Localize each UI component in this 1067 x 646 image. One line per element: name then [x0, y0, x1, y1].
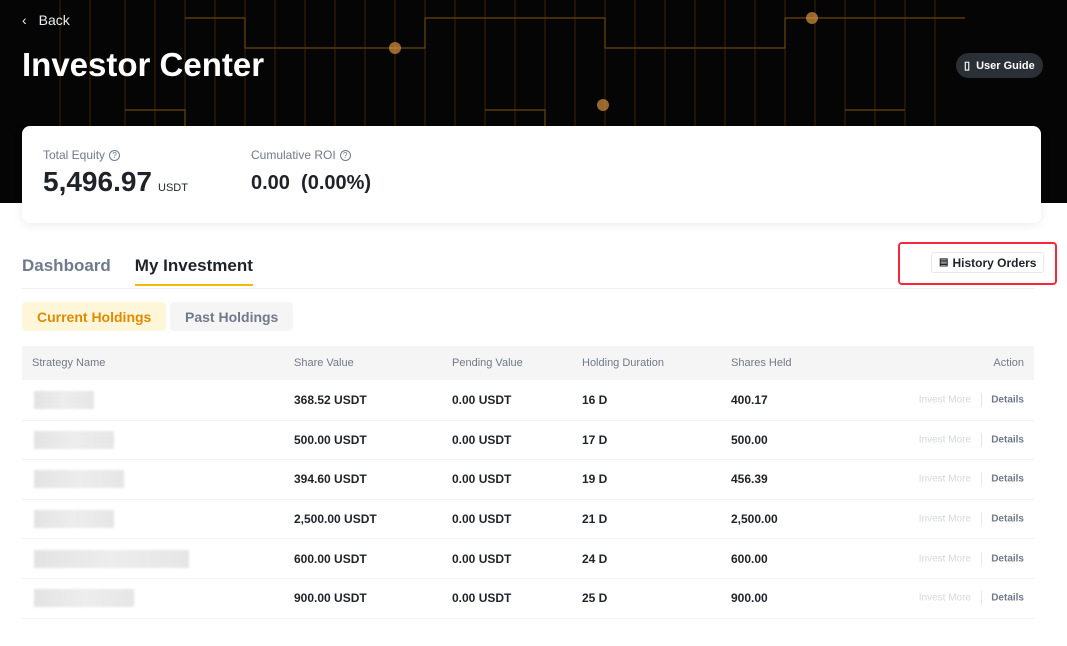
table-header: Strategy Name Share Value Pending Value …: [22, 346, 1034, 380]
summary-card: Total Equity? 5,496.97 USDT Cumulative RO…: [22, 126, 1041, 223]
share-value: 368.52 USDT: [294, 393, 367, 408]
glow-dot: [597, 99, 609, 111]
divider: [981, 591, 982, 606]
total-equity-unit: USDT: [158, 182, 188, 194]
total-equity: Total Equity? 5,496.97 USDT: [43, 148, 188, 198]
details-button[interactable]: Details: [991, 473, 1024, 485]
strategy-name-redacted: [34, 549, 189, 568]
details-button[interactable]: Details: [991, 553, 1024, 565]
invest-more-button[interactable]: Invest More: [918, 434, 971, 446]
invest-more-button[interactable]: Invest More: [918, 473, 971, 485]
col-shares-held: Shares Held: [731, 357, 792, 369]
table-row: 600.00 USDT 0.00 USDT 24 D 600.00 Invest…: [22, 539, 1034, 579]
tab-dashboard[interactable]: Dashboard: [22, 256, 111, 275]
table-row: 500.00 USDT 0.00 USDT 17 D 500.00 Invest…: [22, 421, 1034, 461]
shares-held: 500.00: [731, 432, 768, 447]
roi-value: 0.00 (0.00%): [251, 172, 372, 194]
details-button[interactable]: Details: [991, 434, 1024, 446]
circuit-background: [59, 0, 965, 203]
strategy-name-redacted: [34, 430, 114, 449]
table-row: 394.60 USDT 0.00 USDT 19 D 456.39 Invest…: [22, 460, 1034, 500]
details-button[interactable]: Details: [991, 592, 1024, 604]
total-equity-label: Total Equity: [43, 148, 106, 162]
subtab-current-holdings[interactable]: Current Holdings: [22, 302, 167, 331]
pending-value: 0.00 USDT: [452, 591, 512, 606]
invest-more-button[interactable]: Invest More: [918, 513, 971, 525]
share-value: 394.60 USDT: [294, 472, 367, 487]
details-button[interactable]: Details: [991, 513, 1024, 525]
divider: [22, 288, 1034, 289]
holding-duration: 19 D: [582, 472, 608, 487]
divider: [981, 393, 982, 408]
cumulative-roi: Cumulative ROI? 0.00 (0.00%): [251, 148, 371, 195]
glow-dot: [389, 42, 401, 54]
share-value: 2,500.00 USDT: [294, 512, 377, 527]
holding-duration: 21 D: [582, 512, 608, 527]
col-action: Action: [993, 357, 1024, 369]
strategy-name-redacted: [34, 589, 134, 608]
chevron-left-icon: ‹: [22, 12, 27, 28]
help-icon[interactable]: ?: [339, 149, 351, 161]
col-holding-duration: Holding Duration: [582, 357, 664, 369]
shares-held: 456.39: [731, 472, 768, 487]
main-tabs: Dashboard My Investment: [22, 256, 253, 286]
pending-value: 0.00 USDT: [452, 472, 512, 487]
divider: [981, 512, 982, 527]
glow-dot: [806, 12, 818, 24]
divider: [981, 551, 982, 566]
invest-more-button[interactable]: Invest More: [918, 394, 971, 406]
user-guide-button[interactable]: ▯ User Guide: [956, 53, 1043, 78]
holding-duration: 25 D: [582, 591, 608, 606]
highlight-box: [898, 242, 1057, 285]
tab-my-investment[interactable]: My Investment: [134, 256, 253, 286]
pending-value: 0.00 USDT: [452, 551, 512, 566]
holding-duration: 16 D: [582, 393, 608, 408]
pending-value: 0.00 USDT: [452, 512, 512, 527]
page-title: Investor Center: [22, 46, 265, 83]
back-button[interactable]: ‹ Back: [22, 12, 70, 28]
shares-held: 900.00: [731, 591, 768, 606]
pending-value: 0.00 USDT: [452, 393, 512, 408]
col-strategy-name: Strategy Name: [32, 357, 106, 369]
holding-duration: 17 D: [582, 432, 608, 447]
share-value: 900.00 USDT: [294, 591, 367, 606]
col-share-value: Share Value: [294, 357, 354, 369]
document-icon: ▤: [939, 257, 949, 268]
total-equity-value: 5,496.97: [43, 166, 152, 197]
strategy-name-redacted: [34, 510, 114, 529]
shares-held: 2,500.00: [731, 512, 778, 527]
book-icon: ▯: [964, 60, 971, 72]
divider: [981, 432, 982, 447]
shares-held: 400.17: [731, 393, 768, 408]
shares-held: 600.00: [731, 551, 768, 566]
strategy-name-redacted: [34, 470, 124, 489]
share-value: 500.00 USDT: [294, 432, 367, 447]
history-orders-button[interactable]: ▤ History Orders: [931, 252, 1045, 273]
user-guide-label: User Guide: [976, 59, 1035, 72]
share-value: 600.00 USDT: [294, 551, 367, 566]
table-row: 900.00 USDT 0.00 USDT 25 D 900.00 Invest…: [22, 579, 1034, 619]
divider: [981, 472, 982, 487]
history-orders-label: History Orders: [952, 255, 1037, 270]
roi-label: Cumulative ROI: [251, 148, 336, 162]
pending-value: 0.00 USDT: [452, 432, 512, 447]
table-row: 2,500.00 USDT 0.00 USDT 21 D 2,500.00 In…: [22, 500, 1034, 540]
table-row: 368.52 USDT 0.00 USDT 16 D 400.17 Invest…: [22, 381, 1034, 421]
details-button[interactable]: Details: [991, 394, 1024, 406]
help-icon[interactable]: ?: [109, 149, 121, 161]
invest-more-button[interactable]: Invest More: [918, 592, 971, 604]
holding-duration: 24 D: [582, 551, 608, 566]
invest-more-button[interactable]: Invest More: [918, 553, 971, 565]
strategy-name-redacted: [34, 391, 94, 410]
back-label: Back: [38, 12, 70, 28]
subtab-past-holdings[interactable]: Past Holdings: [170, 302, 294, 331]
col-pending-value: Pending Value: [452, 357, 523, 369]
